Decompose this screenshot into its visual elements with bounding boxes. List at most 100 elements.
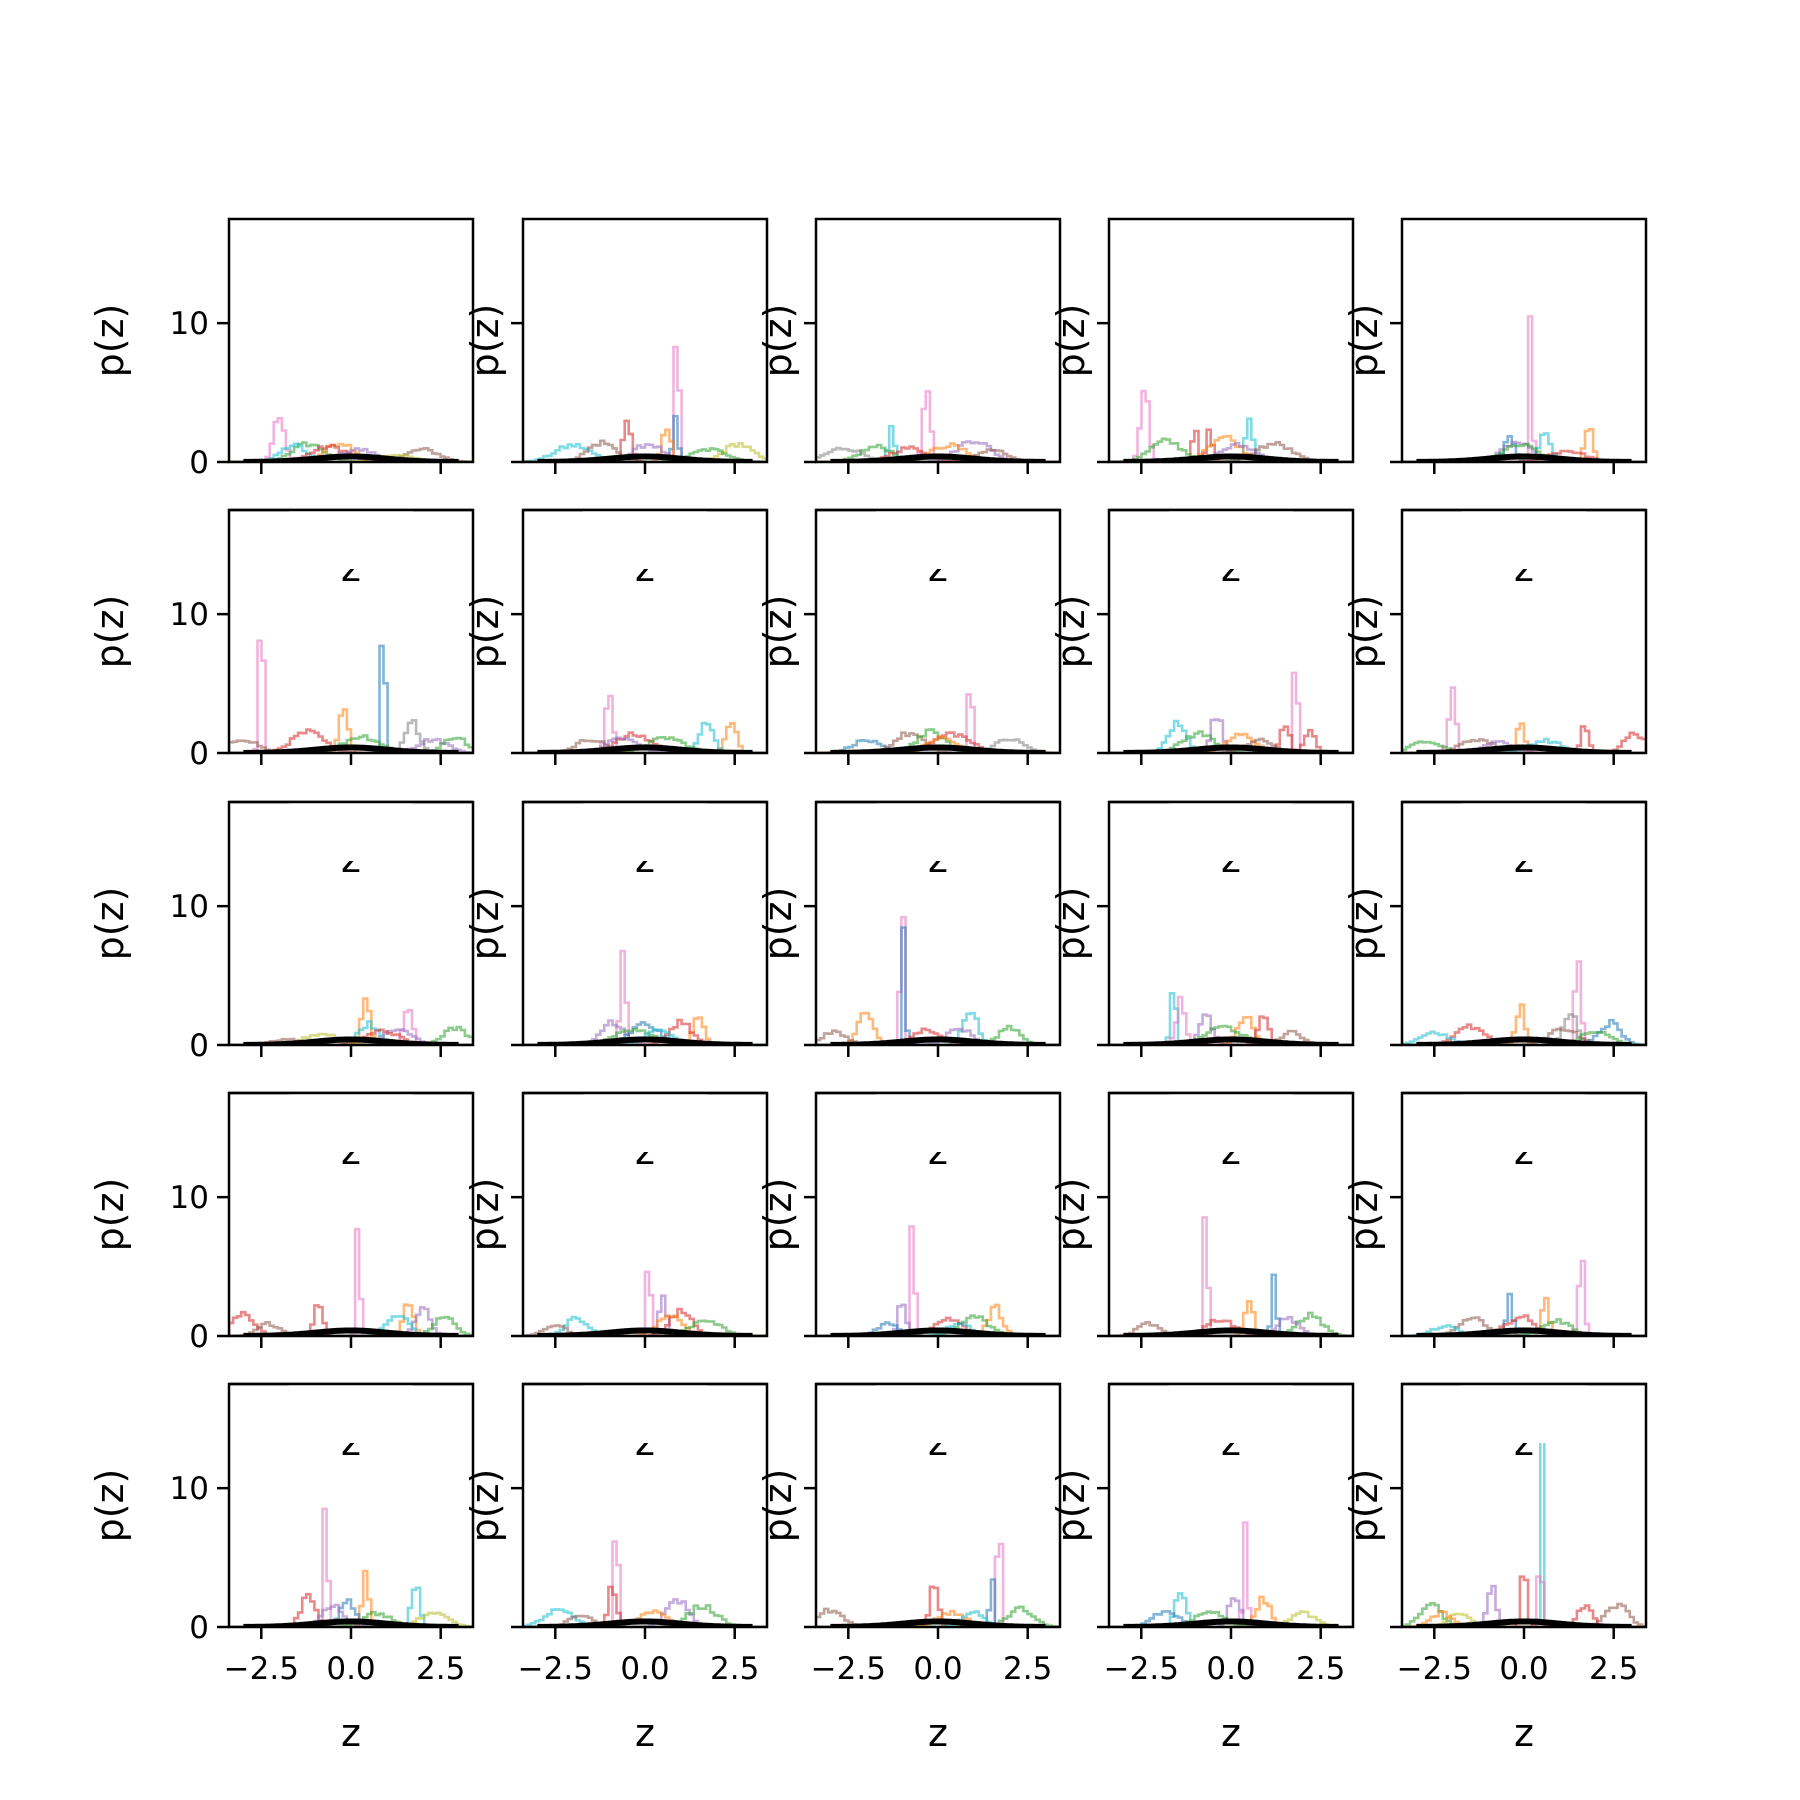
x-tick-label: −2.5 <box>811 1651 886 1687</box>
plot-area <box>1109 671 1353 753</box>
histogram-series-C1-8 <box>1402 1610 1646 1627</box>
plot-area <box>523 345 767 462</box>
axes-frame <box>227 217 475 464</box>
histogram-series-C2-5 <box>1109 1024 1353 1045</box>
histogram-series-C1-1 <box>1402 1003 1646 1045</box>
histogram-series-C4-4 <box>1402 440 1646 462</box>
histogram-series-C6-0 <box>816 390 1060 462</box>
histogram-series-C6-0 <box>1402 1259 1646 1336</box>
y-axis-label: p(z) <box>1342 304 1386 378</box>
x-tick-label: 2.5 <box>1003 1651 1052 1687</box>
y-tick-label: 0 <box>189 1319 209 1355</box>
histogram-series-C0-3 <box>1402 1018 1646 1045</box>
axes-frame <box>521 217 769 464</box>
label-overlap-mask <box>876 1092 1000 1152</box>
plot-area <box>523 694 767 753</box>
x-axis-label: z <box>635 1711 655 1755</box>
x-tick-label: 0.0 <box>1499 1651 1548 1687</box>
x-tick-label: −2.5 <box>1104 1651 1179 1687</box>
panel-r0-c1: p(z)z <box>463 217 769 590</box>
histogram-series-C6-0 <box>229 1227 473 1336</box>
histogram-series-C9-2 <box>523 1608 767 1627</box>
x-tick-label: 0.0 <box>1206 1651 1255 1687</box>
histogram-series-C1-5 <box>1109 434 1353 462</box>
histogram-series-C4-4 <box>1109 718 1353 753</box>
histogram-series-C2-6 <box>1109 1610 1353 1627</box>
plot-area <box>1109 389 1353 462</box>
x-tick-label: 2.5 <box>416 1651 465 1687</box>
histogram-series-C6-0 <box>229 417 473 462</box>
label-overlap-mask <box>1169 1092 1293 1152</box>
histogram-series-C2-5 <box>229 734 473 753</box>
panel-r4-c4: −2.5 0.0 2.5 p(z) z <box>1342 1382 1648 1755</box>
plot-area <box>816 1542 1060 1627</box>
y-axis-label: p(z) <box>88 887 132 961</box>
label-overlap-mask <box>1462 1092 1586 1152</box>
y-axis-label: p(z) <box>1049 1178 1093 1252</box>
y-tick-label: 10 <box>170 306 209 342</box>
axes-frame <box>1107 217 1355 464</box>
x-tick-label: 2.5 <box>1589 1651 1638 1687</box>
y-tick-label: 0 <box>189 736 209 772</box>
histogram-series-C6-0 <box>229 639 473 753</box>
histogram-series-C6-0 <box>523 1270 767 1336</box>
plot-area <box>1402 1259 1646 1336</box>
histogram-series-C2-4 <box>1402 1602 1646 1627</box>
x-tick-label: −2.5 <box>1397 1651 1472 1687</box>
plot-area <box>229 1507 473 1627</box>
panel-r4-c3: −2.5 0.0 2.5 p(z) z <box>1049 1382 1355 1755</box>
y-axis-label: p(z) <box>463 304 507 378</box>
y-axis-label: p(z) <box>1342 1178 1386 1252</box>
y-axis-label: p(z) <box>88 304 132 378</box>
axes-frame <box>814 217 1062 464</box>
histogram-series-C8-6 <box>523 442 767 462</box>
x-tick-label: 0.0 <box>620 1651 669 1687</box>
panel-r0-c4: p(z)z <box>1342 217 1648 590</box>
label-overlap-mask <box>1169 1383 1293 1443</box>
y-axis-label: p(z) <box>756 595 800 669</box>
x-tick-label: 2.5 <box>710 1651 759 1687</box>
histogram-series-C3-2 <box>816 1585 1060 1627</box>
plot-area <box>523 1270 767 1336</box>
y-axis-label: p(z) <box>1049 304 1093 378</box>
histogram-series-C3-4 <box>523 731 767 753</box>
histogram-series-C2-2 <box>229 1025 473 1045</box>
plot-area <box>1402 686 1646 753</box>
y-tick-label: 0 <box>189 1610 209 1646</box>
histogram-series-C9-6 <box>816 1322 1060 1336</box>
y-tick-label: 0 <box>189 445 209 481</box>
x-tick-label: −2.5 <box>518 1651 593 1687</box>
y-axis-label: p(z) <box>1342 887 1386 961</box>
plot-area <box>229 997 473 1045</box>
histogram-series-C6-0 <box>816 915 1060 1045</box>
plot-area <box>816 1225 1060 1336</box>
histogram-series-C6-0 <box>1402 315 1646 462</box>
x-tick-label: −2.5 <box>224 1651 299 1687</box>
label-overlap-mask <box>289 801 413 861</box>
plot-area <box>1109 1521 1353 1627</box>
histogram-series-C5-6 <box>523 1324 767 1336</box>
y-axis-label: p(z) <box>463 595 507 669</box>
y-tick-label: 10 <box>170 1180 209 1216</box>
label-overlap-mask <box>289 1383 413 1443</box>
histogram-series-C3-4 <box>816 1316 1060 1336</box>
label-overlap-mask <box>583 1092 707 1152</box>
histogram-series-C4-4 <box>229 1306 473 1336</box>
histogram-series-C4-3 <box>523 1598 767 1627</box>
plot-area <box>229 639 473 753</box>
plot-area <box>816 390 1060 462</box>
histogram-series-C4-3 <box>523 1019 767 1045</box>
histogram-series-C0-4 <box>229 1598 473 1627</box>
histogram-series-C2-5 <box>1402 443 1646 462</box>
label-overlap-mask <box>1169 509 1293 569</box>
histogram-series-C1-6 <box>816 735 1060 753</box>
panel-r4-c1: −2.5 0.0 2.5 p(z) z <box>463 1382 769 1755</box>
histogram-series-C4-6 <box>1109 442 1353 462</box>
histogram-series-C6-0 <box>816 1225 1060 1336</box>
histogram-series-C4-5 <box>229 1603 473 1627</box>
histogram-series-C1-5 <box>816 1609 1060 1627</box>
histogram-series-C1-6 <box>1109 732 1353 753</box>
y-axis-label: p(z) <box>1049 1469 1093 1543</box>
